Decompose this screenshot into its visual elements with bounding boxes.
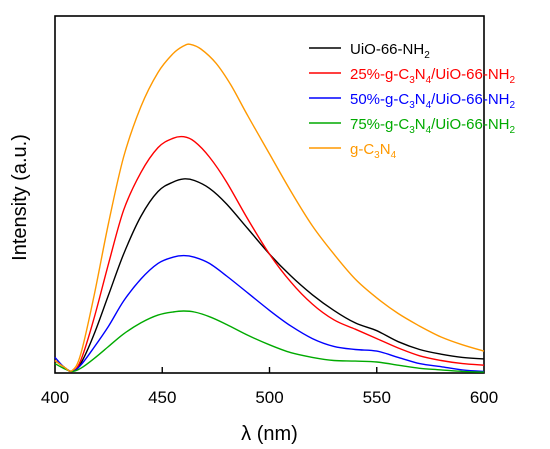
plot-area [54, 15, 485, 374]
series-line-1 [54, 135, 485, 373]
series-line-2 [54, 254, 485, 373]
legend-label-1: 25%-g-C3N4/UiO-66-NH2 [350, 66, 516, 86]
series-line-4 [54, 43, 485, 372]
x-axis: 400 450 500 550 600 [41, 367, 498, 407]
legend-label-4: g-C3N4 [350, 141, 397, 161]
legend-label-0: UiO-66-NH2 [350, 41, 430, 61]
x-tick-label: 600 [470, 388, 498, 407]
series-group [54, 43, 485, 373]
legend-label-2: 50%-g-C3N4/UiO-66-NH2 [350, 91, 516, 111]
x-tick-label: 550 [363, 388, 391, 407]
series-line-3 [54, 310, 485, 373]
series-line-0 [54, 178, 485, 373]
plot-frame [54, 15, 485, 374]
x-tick-label: 500 [255, 388, 283, 407]
legend: UiO-66-NH2 25%-g-C3N4/UiO-66-NH2 50%-g-C3N… [309, 41, 516, 161]
x-tick-label: 400 [41, 388, 69, 407]
y-axis-title: Intensity (a.u.) [9, 134, 31, 261]
x-axis-title: λ (nm) [241, 423, 298, 445]
legend-label-3: 75%-g-C3N4/UiO-66-NH2 [350, 116, 516, 136]
x-tick-label: 450 [148, 388, 176, 407]
